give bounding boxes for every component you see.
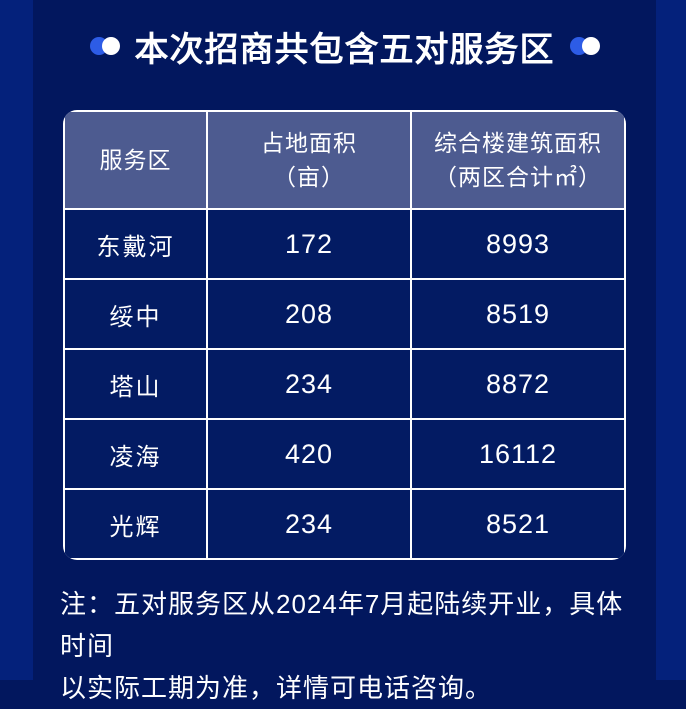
table-cell-building-area: 8872 (412, 350, 624, 418)
table-cell-service-area-name: 塔山 (65, 350, 206, 418)
table-cell-land-area: 420 (208, 420, 410, 488)
table-cell-building-area: 16112 (412, 420, 624, 488)
column-header-label: 服务区 (99, 147, 172, 173)
white-dot-icon (581, 37, 600, 55)
footnote-line-2: 以实际工期为准，详情可电话咨询。 (60, 673, 493, 703)
service-area-table: 服务区 占地面积 （亩） 综合楼建筑面积 （两区合计㎡） 东戴河 172 899… (63, 110, 626, 560)
left-edge-strip (0, 0, 33, 680)
column-header-unit: （亩） (273, 164, 345, 190)
title-right-dots-icon (569, 37, 600, 55)
column-header-land-area: 占地面积 （亩） (208, 112, 410, 208)
table-cell-building-area: 8519 (412, 280, 624, 348)
table-cell-service-area-name: 绥中 (65, 280, 206, 348)
column-header-service-area: 服务区 (65, 112, 206, 208)
column-header-building-area: 综合楼建筑面积 （两区合计㎡） (412, 112, 624, 208)
right-edge-strip (656, 0, 686, 680)
table-cell-service-area-name: 东戴河 (65, 210, 206, 278)
column-header-label: 综合楼建筑面积 (434, 130, 602, 156)
page-title: 本次招商共包含五对服务区 (134, 30, 555, 69)
footnote: 注：五对服务区从2024年7月起陆续开业，具体时间 以实际工期为准，详情可电话咨… (60, 583, 640, 709)
table-cell-service-area-name: 凌海 (65, 420, 206, 488)
table-cell-land-area: 172 (208, 210, 410, 278)
table-cell-building-area: 8993 (412, 210, 624, 278)
table-cell-land-area: 234 (208, 350, 410, 418)
table-cell-land-area: 208 (208, 280, 410, 348)
table-cell-land-area: 234 (208, 490, 410, 558)
table-cell-service-area-name: 光辉 (65, 490, 206, 558)
title-row: 本次招商共包含五对服务区 (33, 24, 656, 69)
column-header-unit: （两区合计㎡） (434, 164, 602, 190)
white-dot-icon (101, 37, 120, 55)
table-cell-building-area: 8521 (412, 490, 624, 558)
column-header-label: 占地面积 (261, 130, 357, 156)
footnote-line-1: 注：五对服务区从2024年7月起陆续开业，具体时间 (60, 589, 624, 661)
title-left-dots-icon (89, 37, 120, 55)
